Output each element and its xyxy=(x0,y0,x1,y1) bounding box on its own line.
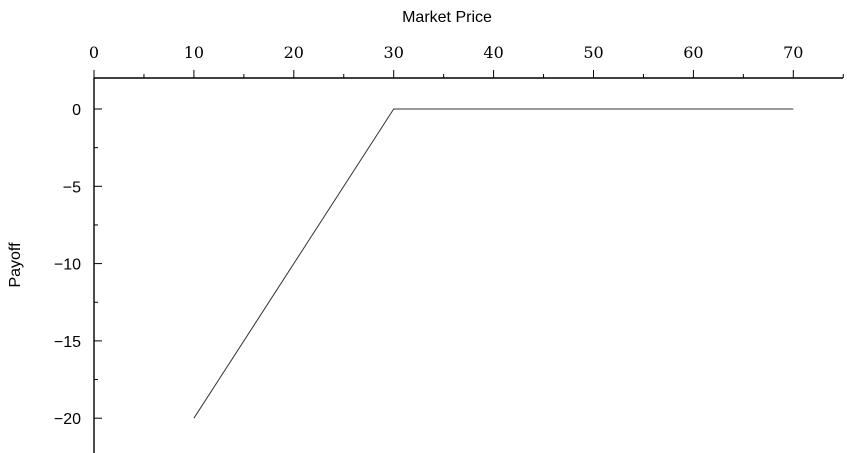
y-tick-label: 0 xyxy=(72,102,81,119)
x-tick-label: 60 xyxy=(683,43,703,62)
x-tick-label: 10 xyxy=(184,43,204,62)
payoff-line xyxy=(193,108,794,419)
x-tick-label: 0 xyxy=(89,43,99,62)
y-tick-label: −15 xyxy=(54,334,81,351)
x-tick-label: 50 xyxy=(583,43,603,62)
series-group xyxy=(193,108,794,419)
x-tick-label: 30 xyxy=(384,43,404,62)
axes xyxy=(93,77,843,453)
x-tick-label: 40 xyxy=(483,43,503,62)
x-tick-label: 70 xyxy=(783,43,803,62)
x-axis-ticks: 0 10 20 30 40 50 60 70 xyxy=(89,43,844,78)
y-axis-ticks: 0 −5 −10 −15 −20 xyxy=(54,102,102,428)
x-axis-title: Market Price xyxy=(402,9,492,26)
y-tick-label: −10 xyxy=(54,257,81,274)
y-axis-title: Payoff xyxy=(7,242,24,288)
y-tick-label: −20 xyxy=(54,411,81,428)
x-tick-label: 20 xyxy=(284,43,304,62)
y-tick-label: −5 xyxy=(63,179,81,196)
